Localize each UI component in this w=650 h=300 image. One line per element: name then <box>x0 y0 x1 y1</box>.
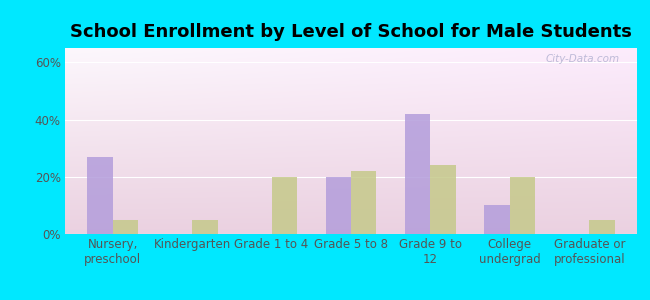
Bar <box>405 114 430 234</box>
Text: City-Data.com: City-Data.com <box>546 54 620 64</box>
Bar <box>590 220 615 234</box>
Bar <box>192 220 218 234</box>
Bar <box>87 157 112 234</box>
Bar <box>351 171 376 234</box>
Bar <box>272 177 297 234</box>
Bar <box>430 165 456 234</box>
Bar <box>112 220 138 234</box>
Bar <box>326 177 351 234</box>
Bar <box>510 177 536 234</box>
Bar <box>484 206 510 234</box>
Title: School Enrollment by Level of School for Male Students: School Enrollment by Level of School for… <box>70 23 632 41</box>
